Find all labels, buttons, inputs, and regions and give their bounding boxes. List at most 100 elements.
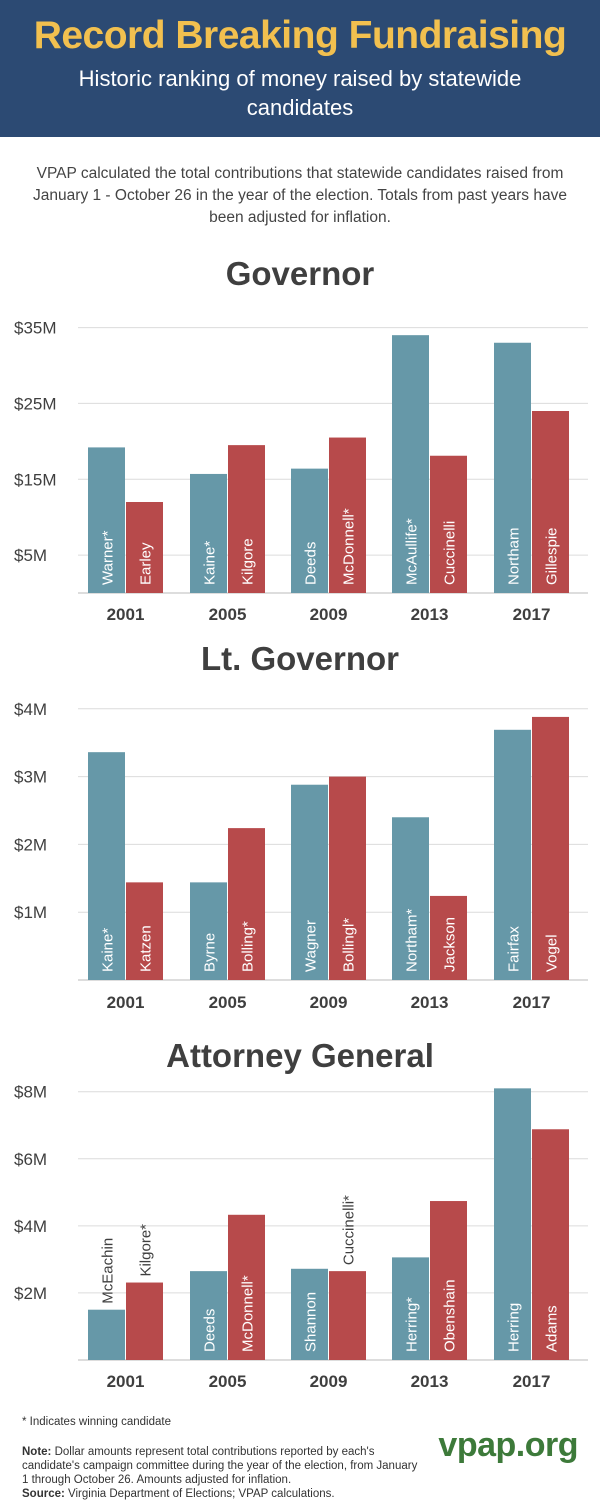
- chart-title: Lt. Governor: [201, 640, 399, 677]
- header-banner: Record Breaking Fundraising Historic ran…: [0, 0, 600, 137]
- bar-blue-2013: [392, 1257, 429, 1360]
- bar-label: Fairfax: [506, 926, 523, 972]
- bar-label: McEachin: [100, 1238, 117, 1304]
- bar-blue-2009: [291, 1268, 328, 1360]
- bar-red-2001: [126, 882, 163, 980]
- bar-label: Gillespie: [544, 527, 561, 585]
- bar-blue-2001: [88, 447, 125, 593]
- bar-label: McDonnell*: [341, 508, 358, 585]
- bar-label: Northam*: [404, 908, 421, 972]
- bar-label: Adams: [544, 1305, 561, 1352]
- bar-red-2005: [228, 445, 265, 593]
- note-label: Note:: [22, 1446, 52, 1458]
- y-tick-label: $6M: [14, 1150, 47, 1169]
- x-category-label: 2005: [209, 993, 247, 1012]
- bar-label: Jackson: [442, 917, 459, 972]
- bar-red-2017: [532, 411, 569, 593]
- y-tick-label: $8M: [14, 1083, 47, 1102]
- y-tick-label: $35M: [14, 319, 57, 338]
- bar-label: Warner*: [100, 530, 117, 585]
- bar-blue-2017: [494, 342, 531, 593]
- y-tick-label: $1M: [14, 903, 47, 922]
- note-text: Dollar amounts represent total contribut…: [22, 1446, 418, 1486]
- page-title: Record Breaking Fundraising: [33, 14, 567, 57]
- x-category-label: 2013: [411, 1372, 449, 1391]
- y-tick-label: $2M: [14, 835, 47, 854]
- bar-label: McDonnell*: [240, 1275, 257, 1352]
- bar-label: Kilgore*: [138, 1224, 155, 1277]
- page-subtitle: Historic ranking of money raised by stat…: [78, 66, 522, 120]
- x-category-label: 2017: [513, 605, 551, 624]
- bar-label: Herring: [506, 1303, 523, 1352]
- bar-blue-2009: [291, 784, 328, 980]
- bar-blue-2001: [88, 752, 125, 980]
- bar-red-2013: [430, 455, 467, 593]
- x-category-label: 2013: [411, 605, 449, 624]
- chart-title: Governor: [226, 255, 375, 292]
- bar-red-2005: [228, 1214, 265, 1360]
- y-tick-label: $3M: [14, 768, 47, 787]
- bar-blue-2017: [494, 729, 531, 980]
- bar-blue-2005: [190, 473, 227, 593]
- governor-chart: Governor $35M $25M $15M $5M Warner* Earley 2001…: [14, 255, 588, 624]
- bar-blue-2013: [392, 335, 429, 593]
- x-category-label: 2001: [107, 993, 145, 1012]
- source-text: Virginia Department of Elections; VPAP c…: [68, 1488, 335, 1500]
- bar-red-2009: [329, 776, 366, 980]
- footnote: * Indicates winning candidate: [22, 1416, 171, 1428]
- bar-blue-2013: [392, 817, 429, 980]
- brand-logo[interactable]: vpap.org: [438, 1426, 578, 1464]
- bar-label: Byrne: [202, 933, 219, 972]
- bar-label: Northam: [506, 527, 523, 585]
- bar-label: Wagner: [303, 920, 320, 972]
- x-category-label: 2009: [310, 605, 348, 624]
- bar-label: Obenshain: [442, 1279, 459, 1352]
- bar-red-2017: [532, 716, 569, 980]
- x-category-label: 2005: [209, 1372, 247, 1391]
- x-category-label: 2013: [411, 993, 449, 1012]
- bar-label: Bolling*: [240, 921, 257, 972]
- source-label: Source:: [22, 1488, 65, 1500]
- x-category-label: 2001: [107, 1372, 145, 1391]
- bar-label: Kaine*: [100, 928, 117, 972]
- bar-label: Deeds: [202, 1309, 219, 1352]
- y-tick-label: $15M: [14, 470, 57, 489]
- note: Note: Dollar amounts represent total con…: [22, 1445, 422, 1501]
- bar-red-2005: [228, 828, 265, 980]
- bar-label: Shannon: [303, 1292, 320, 1352]
- bar-red-2009: [329, 1271, 366, 1360]
- bar-label: Kaine*: [202, 541, 219, 585]
- y-tick-label: $25M: [14, 394, 57, 413]
- bar-blue-2009: [291, 468, 328, 593]
- x-category-label: 2009: [310, 1372, 348, 1391]
- bar-blue-2001: [88, 1309, 125, 1360]
- bar-label: Bollingl*: [341, 918, 358, 972]
- bar-label: Vogel: [544, 934, 561, 972]
- y-tick-label: $4M: [14, 1217, 47, 1236]
- bar-label: Earley: [138, 542, 155, 585]
- bar-red-2001: [126, 1282, 163, 1360]
- intro-text: VPAP calculated the total contributions …: [33, 165, 567, 226]
- x-category-label: 2001: [107, 605, 145, 624]
- bar-red-2009: [329, 437, 366, 593]
- x-category-label: 2009: [310, 993, 348, 1012]
- bar-label: Cuccinelli*: [341, 1195, 358, 1265]
- bar-blue-2005: [190, 882, 227, 980]
- bar-red-2001: [126, 502, 163, 593]
- y-tick-label: $2M: [14, 1284, 47, 1303]
- bar-blue-2005: [190, 1271, 227, 1360]
- bar-label: Katzen: [138, 925, 155, 972]
- chart-title: Attorney General: [166, 1037, 434, 1074]
- y-tick-label: $5M: [14, 546, 47, 565]
- bar-blue-2017: [494, 1088, 531, 1360]
- y-tick-label: $4M: [14, 700, 47, 719]
- x-category-label: 2017: [513, 993, 551, 1012]
- bar-red-2013: [430, 1201, 467, 1360]
- bar-red-2013: [430, 895, 467, 980]
- bar-label: Herring*: [404, 1297, 421, 1352]
- lt-governor-chart: Lt. Governor $4M $3M $2M $1M Kaine* Katzen 2001…: [14, 640, 588, 1012]
- x-category-label: 2005: [209, 605, 247, 624]
- bar-label: McAullife*: [404, 518, 421, 585]
- bar-label: Cuccinelli: [442, 521, 459, 585]
- bar-label: Kilgore: [240, 538, 257, 585]
